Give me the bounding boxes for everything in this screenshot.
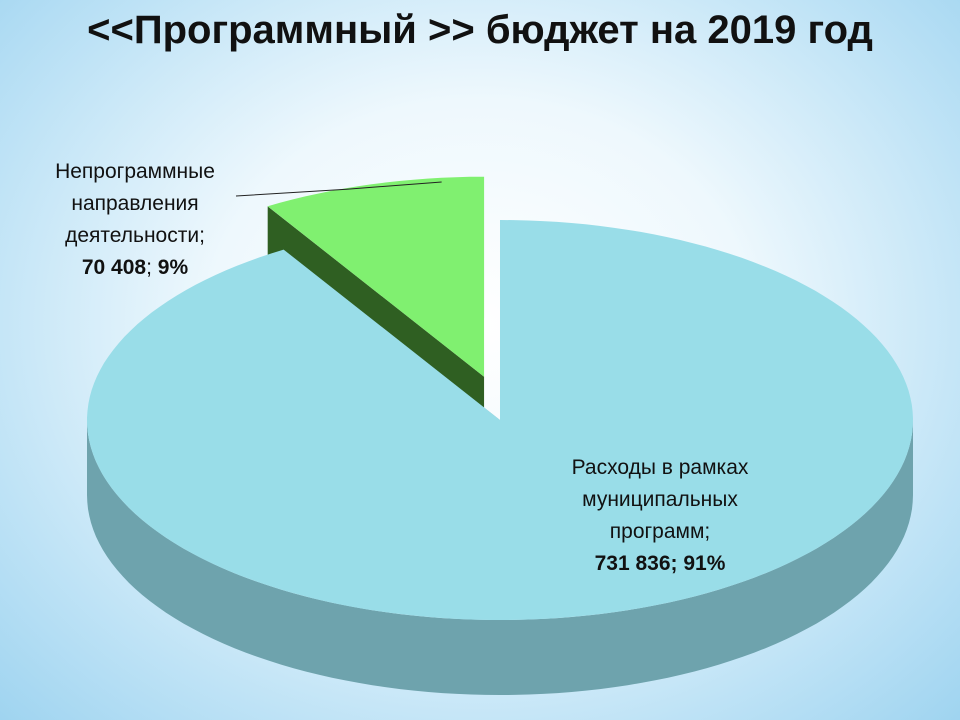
- data-label: Расходы в рамках муниципальных программ;…: [560, 452, 760, 580]
- pie-slice: [267, 176, 485, 377]
- leader-line: [235, 181, 442, 197]
- separator: ;: [704, 520, 711, 543]
- category-label: Расходы в рамках муниципальных программ: [571, 456, 749, 543]
- chart-title: <<Программный >> бюджет на 2019 год: [87, 8, 873, 52]
- category-label: Непрограммные направления деятельности: [55, 160, 215, 247]
- percent-label: 91%: [683, 552, 726, 575]
- separator: ;: [670, 552, 678, 575]
- data-label: Непрограммные направления деятельности; 7…: [20, 156, 250, 284]
- slice-side: [87, 420, 913, 695]
- value-label: 70 408: [81, 256, 147, 279]
- separator: ;: [146, 256, 152, 279]
- pie-slice: [87, 220, 913, 620]
- value-label: 731 836: [594, 552, 671, 575]
- separator: ;: [199, 224, 205, 247]
- percent-label: 9%: [157, 256, 189, 279]
